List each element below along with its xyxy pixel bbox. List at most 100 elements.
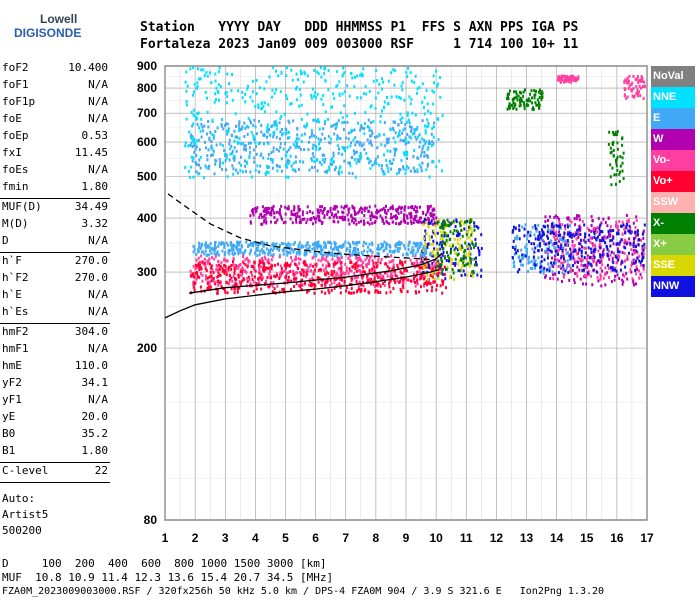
echo-point: [258, 119, 261, 123]
echo-point: [540, 238, 543, 242]
echo-point: [536, 227, 539, 231]
echo-point: [610, 250, 613, 254]
echo-point: [385, 95, 388, 99]
echo-point: [258, 266, 261, 270]
echo-point: [359, 206, 362, 210]
echo-point: [635, 215, 638, 219]
echo-point: [633, 94, 636, 98]
echo-point: [370, 211, 373, 215]
echo-point: [627, 79, 630, 83]
echo-point: [371, 273, 374, 277]
echo-point: [302, 268, 305, 272]
echo-point: [576, 77, 579, 81]
echo-point: [307, 266, 310, 270]
echo-point: [390, 254, 393, 258]
echo-point: [612, 251, 615, 255]
echo-point: [432, 271, 435, 275]
echo-point: [242, 251, 245, 255]
echo-point: [228, 138, 231, 142]
echo-point: [590, 229, 593, 233]
echo-point: [355, 212, 358, 216]
echo-point: [378, 252, 381, 256]
echo-point: [266, 284, 269, 288]
echo-point: [224, 269, 227, 273]
echo-point: [321, 153, 324, 157]
echo-point: [216, 250, 219, 254]
echo-point: [621, 250, 624, 254]
echo-cluster: [184, 66, 444, 180]
param-value: N/A: [88, 95, 108, 108]
echo-point: [312, 155, 315, 159]
echo-point: [247, 260, 250, 264]
echo-point: [436, 264, 439, 268]
echo-point: [306, 247, 309, 251]
echo-point: [555, 224, 558, 228]
echo-point: [210, 279, 213, 283]
echo-point: [414, 209, 417, 213]
echo-point: [580, 259, 583, 263]
echo-point: [425, 88, 428, 92]
echo-point: [270, 267, 273, 271]
param-value: N/A: [88, 234, 108, 247]
echo-point: [586, 265, 589, 269]
echo-point: [237, 89, 240, 93]
echo-point: [626, 81, 629, 85]
echo-point: [469, 218, 472, 222]
echo-point: [301, 217, 304, 221]
echo-point: [438, 218, 441, 222]
echo-point: [303, 217, 306, 221]
echo-point: [212, 247, 215, 251]
echo-point: [443, 255, 446, 259]
echo-point: [460, 244, 463, 248]
echo-point: [614, 268, 617, 272]
echo-point: [616, 273, 619, 277]
echo-point: [542, 231, 545, 235]
echo-point: [213, 280, 216, 284]
echo-point: [405, 214, 408, 218]
echo-point: [340, 253, 343, 257]
echo-point: [578, 218, 581, 222]
echo-point: [185, 103, 188, 107]
echo-point: [536, 244, 539, 248]
echo-point: [458, 232, 461, 236]
x-tick-label: 11: [460, 531, 473, 545]
echo-point: [362, 266, 365, 270]
echo-point: [279, 271, 282, 275]
echo-point: [358, 143, 361, 147]
echo-point: [388, 260, 391, 264]
param-name: D: [2, 234, 9, 247]
echo-point: [618, 220, 621, 224]
echo-point: [199, 129, 202, 133]
echo-point: [299, 246, 302, 250]
param-name: fmin: [2, 180, 29, 193]
echo-point: [440, 259, 443, 263]
echo-point: [436, 262, 439, 266]
echo-point: [350, 265, 353, 269]
echo-point: [382, 282, 385, 286]
x-tick-label: 8: [373, 531, 380, 545]
echo-point: [566, 232, 569, 236]
echo-point: [198, 126, 201, 130]
echo-point: [425, 231, 428, 235]
param-name: hmF2: [2, 325, 29, 338]
echo-point: [369, 167, 372, 171]
echo-point: [305, 221, 308, 225]
echo-point: [352, 242, 355, 246]
echo-point: [512, 225, 515, 229]
echo-point: [381, 208, 384, 212]
echo-point: [389, 149, 392, 153]
param-value: N/A: [88, 342, 108, 355]
echo-point: [327, 69, 330, 73]
echo-point: [534, 246, 537, 250]
echo-point: [457, 232, 460, 236]
echo-point: [456, 242, 459, 246]
echo-point: [218, 281, 221, 285]
echo-point: [360, 210, 363, 214]
echo-point: [351, 219, 354, 223]
echo-point: [260, 107, 263, 111]
echo-point: [293, 143, 296, 147]
echo-point: [337, 119, 340, 123]
echo-point: [383, 271, 386, 275]
echo-point: [572, 78, 575, 82]
echo-point: [424, 245, 427, 249]
